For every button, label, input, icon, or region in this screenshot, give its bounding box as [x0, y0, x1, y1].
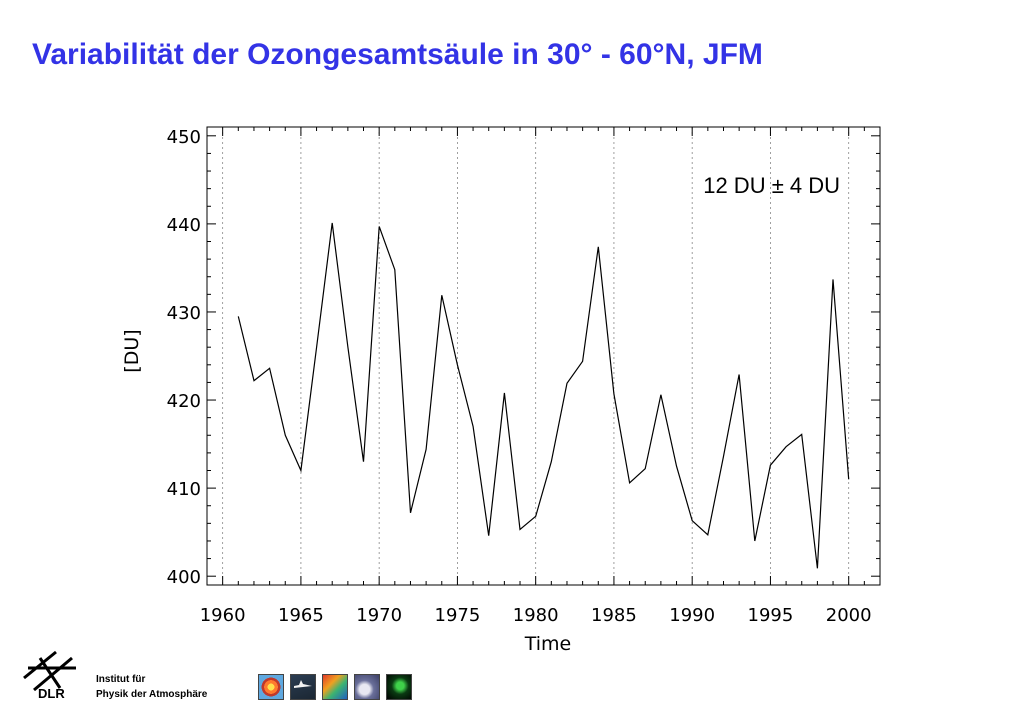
green-field-map-icon [386, 674, 412, 700]
vertical-gridlines [222, 127, 850, 585]
tick-labels: 1960 1965 1970 1975 1980 1985 1990 1995 2000 400 4… [167, 127, 872, 626]
aircraft-icon [290, 674, 316, 700]
y-tick-label: 430 [167, 303, 201, 324]
dlr-logo-text: DLR [38, 686, 65, 700]
x-tick-label: 1980 [513, 605, 559, 626]
satellite-map-icon [322, 674, 348, 700]
plot-frame [206, 126, 881, 586]
institute-line-1: Institut für [96, 674, 146, 685]
dlr-logo-icon: DLR [23, 650, 76, 701]
x-tick-label: 1975 [435, 605, 481, 626]
x-tick-label: 1960 [200, 605, 246, 626]
institute-name: Institut für Physik der Atmosphäre [96, 672, 207, 702]
thumbnail-strip [258, 674, 412, 700]
y-tick-label: 440 [167, 215, 201, 236]
slide-title: Variabilität der Ozongesamtsäule in 30° … [32, 38, 763, 71]
y-tick-label: 420 [167, 391, 201, 412]
dlr-logo: DLR [20, 646, 90, 705]
x-tick-label: 1970 [356, 605, 402, 626]
ozone-map-icon [258, 674, 284, 700]
cloud-photo-icon [354, 674, 380, 700]
y-tick-label: 400 [167, 567, 201, 588]
x-tick-label: 1965 [278, 605, 324, 626]
y-axis-label: [DU] [121, 329, 143, 372]
axis-ticks [206, 127, 881, 585]
x-tick-label: 1985 [591, 605, 637, 626]
series-line-ozone [237, 222, 850, 569]
institute-line-2: Physik der Atmosphäre [96, 689, 208, 700]
x-axis-label: Time [524, 633, 572, 655]
x-tick-label: 2000 [826, 605, 872, 626]
x-tick-label: 1995 [748, 605, 794, 626]
x-tick-label: 1990 [669, 605, 715, 626]
y-tick-label: 410 [167, 479, 201, 500]
chart-annotation: 12 DU ± 4 DU [703, 173, 840, 198]
y-tick-label: 450 [167, 127, 201, 148]
